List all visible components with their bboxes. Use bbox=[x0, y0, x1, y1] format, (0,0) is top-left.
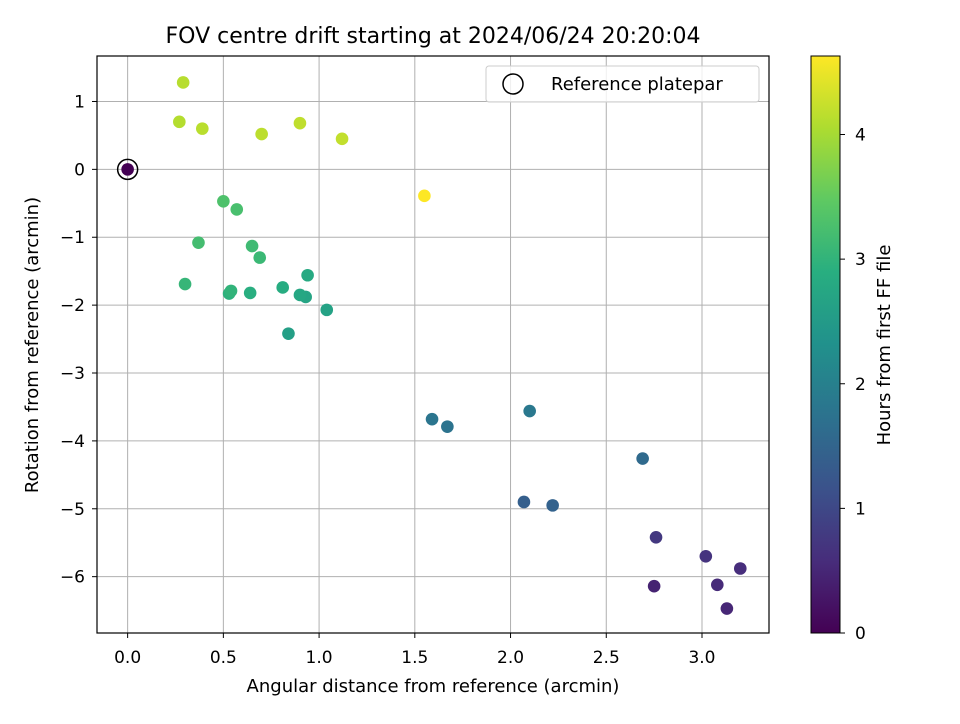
y-tick-label: −3 bbox=[60, 364, 85, 384]
data-point bbox=[276, 281, 290, 294]
y-tick-label: −5 bbox=[60, 500, 85, 520]
legend: Reference platepar bbox=[485, 65, 760, 103]
data-point bbox=[192, 236, 205, 249]
plot-frame bbox=[96, 55, 770, 634]
colorbar-gradient bbox=[810, 55, 841, 634]
data-point bbox=[699, 549, 713, 563]
data-point bbox=[546, 499, 559, 512]
colorbar: 0 1 2 3 4 Hours from first FF file bbox=[810, 55, 895, 644]
data-point bbox=[647, 579, 661, 593]
reference-marker bbox=[116, 158, 139, 181]
y-axis-ticks: −6 −5 −4 −3 −2 −1 0 1 bbox=[60, 92, 97, 588]
colorbar-tick-label: 1 bbox=[855, 499, 866, 519]
data-point bbox=[253, 251, 267, 264]
data-point bbox=[320, 303, 334, 317]
colorbar-tick-label: 3 bbox=[855, 250, 866, 270]
data-point bbox=[441, 420, 454, 433]
data-point bbox=[523, 404, 536, 418]
data-point bbox=[178, 277, 192, 291]
data-point bbox=[425, 412, 439, 426]
data-point bbox=[217, 194, 230, 208]
data-point bbox=[243, 286, 257, 300]
y-tick-label: −2 bbox=[60, 296, 85, 316]
data-point bbox=[293, 116, 307, 130]
x-tick-label: 3.0 bbox=[688, 648, 715, 668]
data-point bbox=[173, 115, 186, 129]
colorbar-tick-label: 4 bbox=[855, 126, 866, 146]
data-point bbox=[230, 203, 244, 216]
x-tick-label: 1.5 bbox=[401, 648, 428, 668]
data-point bbox=[282, 327, 295, 340]
y-tick-label: −4 bbox=[60, 432, 85, 452]
data-point bbox=[720, 602, 734, 615]
data-point bbox=[649, 530, 663, 544]
data-point bbox=[301, 268, 314, 282]
x-tick-label: 2.5 bbox=[593, 648, 620, 668]
data-point bbox=[195, 122, 209, 135]
x-tick-label: 0.0 bbox=[114, 648, 141, 668]
y-tick-label: −6 bbox=[60, 568, 85, 588]
data-point bbox=[517, 495, 531, 509]
data-point bbox=[711, 578, 724, 592]
x-axis-label: Angular distance from reference (arcmin) bbox=[247, 676, 620, 697]
legend-box bbox=[485, 65, 760, 103]
data-point bbox=[121, 163, 134, 176]
x-axis-ticks: 0.0 0.5 1.0 1.5 2.0 2.5 3.0 bbox=[114, 633, 716, 668]
data-points bbox=[121, 76, 747, 615]
y-tick-label: 0 bbox=[74, 160, 85, 180]
legend-reference-label: Reference platepar bbox=[551, 74, 723, 95]
colorbar-tick-label: 0 bbox=[855, 624, 866, 644]
chart-title: FOV centre drift starting at 2024/06/24 … bbox=[166, 24, 701, 49]
grid bbox=[97, 56, 769, 633]
y-tick-label: −1 bbox=[60, 228, 85, 248]
data-point bbox=[224, 284, 238, 298]
data-point bbox=[255, 127, 268, 141]
reference-marker-group bbox=[116, 158, 139, 181]
data-point bbox=[176, 76, 190, 89]
colorbar-label: Hours from first FF file bbox=[874, 245, 895, 446]
data-point bbox=[636, 452, 649, 465]
data-point bbox=[733, 562, 747, 575]
legend-reference-marker bbox=[502, 73, 524, 95]
data-point bbox=[335, 132, 349, 146]
x-tick-label: 0.5 bbox=[210, 648, 237, 668]
y-tick-label: 1 bbox=[74, 92, 85, 112]
data-point bbox=[293, 288, 307, 302]
y-axis-label: Rotation from reference (arcmin) bbox=[22, 197, 43, 493]
data-point bbox=[245, 239, 259, 253]
data-point bbox=[418, 189, 431, 203]
colorbar-ticks: 0 1 2 3 4 bbox=[840, 126, 866, 644]
x-tick-label: 1.0 bbox=[306, 648, 333, 668]
x-tick-label: 2.0 bbox=[497, 648, 524, 668]
colorbar-tick-label: 2 bbox=[855, 375, 866, 395]
